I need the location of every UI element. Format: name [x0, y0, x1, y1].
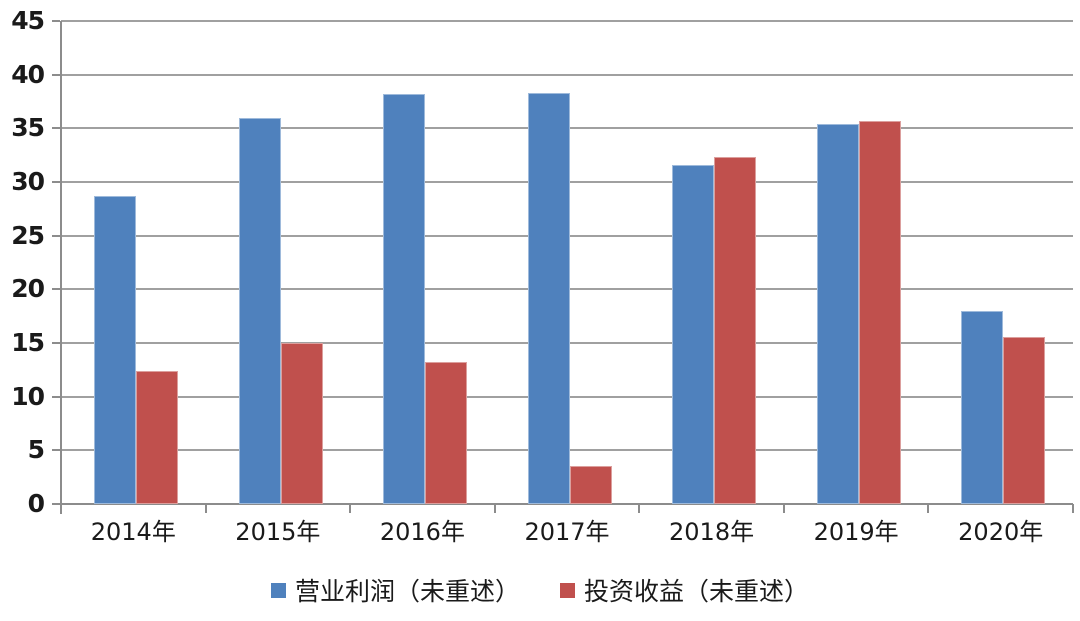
legend-label: 营业利润（未重述）: [294, 577, 520, 606]
y-axis-tick: [52, 73, 60, 76]
bar-series0-cat2: [383, 93, 426, 504]
x-axis-label: 2015年: [235, 518, 321, 546]
y-axis-label: 0: [27, 489, 45, 518]
x-axis-tick: [1072, 504, 1074, 513]
bar-series0-cat1: [238, 117, 281, 504]
y-axis-tick: [52, 234, 60, 237]
y-axis-tick: [52, 288, 60, 291]
y-axis-tick: [52, 20, 60, 22]
gridline: [61, 73, 1073, 76]
x-axis-tick: [204, 504, 207, 513]
bar-series1-cat3: [569, 466, 612, 504]
x-axis-tick: [60, 504, 62, 513]
y-axis-label: 25: [11, 220, 45, 250]
x-axis-label: 2014年: [90, 518, 176, 546]
legend-label: 投资收益（未重述）: [584, 577, 810, 606]
x-axis-tick: [638, 504, 641, 513]
y-axis-tick: [52, 181, 60, 183]
y-axis-tick: [52, 449, 60, 452]
y-axis-tick: [52, 127, 60, 130]
x-axis-label: 2016年: [379, 518, 465, 546]
y-axis-label: 35: [11, 113, 45, 143]
x-axis-line: [53, 503, 1073, 505]
y-axis-label: 30: [11, 167, 45, 196]
x-axis-label: 2020年: [958, 518, 1044, 546]
legend-item-operating-profit: 营业利润（未重述）: [270, 572, 520, 608]
bar-series0-cat0: [94, 195, 136, 504]
legend-swatch-red-icon: [560, 582, 575, 598]
y-axis-label: 5: [27, 435, 45, 465]
y-axis-tick: [52, 342, 60, 344]
bar-series1-cat4: [714, 157, 757, 504]
y-axis-label: 40: [11, 59, 45, 89]
y-axis-line: [60, 21, 62, 514]
x-axis-tick: [782, 504, 785, 513]
bar-series0-cat6: [961, 310, 1004, 504]
x-axis-label: 2018年: [669, 518, 755, 546]
bar-series0-cat4: [672, 164, 715, 504]
bar-series1-cat1: [280, 343, 323, 504]
bar-series1-cat0: [136, 370, 178, 504]
bar-series1-cat6: [1003, 336, 1046, 504]
x-axis-label: 2019年: [813, 518, 899, 546]
legend-swatch-blue-icon: [270, 582, 286, 598]
legend: 营业利润（未重述） 投资收益（未重述）: [0, 572, 1080, 608]
x-axis-tick: [349, 504, 352, 513]
bar-series0-cat3: [527, 92, 570, 504]
y-axis-tick: [52, 395, 60, 398]
y-axis-label: 45: [11, 6, 45, 35]
x-axis-label: 2017年: [524, 518, 610, 546]
bar-series0-cat5: [816, 124, 859, 504]
x-axis-tick: [493, 504, 496, 513]
x-axis-tick: [927, 504, 930, 513]
gridline: [61, 20, 1073, 22]
bar-series1-cat5: [858, 120, 901, 504]
y-axis-tick: [52, 503, 60, 505]
y-axis-label: 20: [11, 274, 45, 304]
bar-series1-cat2: [425, 362, 468, 504]
y-axis-label: 15: [11, 328, 45, 357]
legend-item-investment-income: 投资收益（未重述）: [560, 572, 809, 608]
y-axis-label: 10: [11, 381, 45, 411]
